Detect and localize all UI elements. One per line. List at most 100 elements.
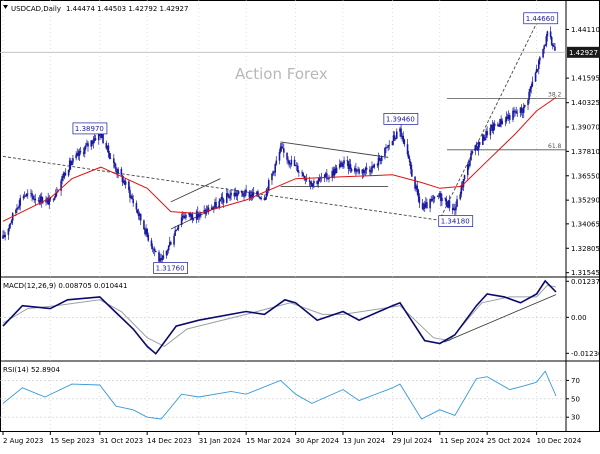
candle-body [274,164,276,173]
candle-body [409,162,412,170]
candle-body [3,235,5,238]
candle-body [287,159,289,161]
candle-body [279,146,282,152]
candle-body [469,160,471,166]
candle-body [100,131,102,138]
candle-body [459,194,462,200]
candle-body [529,88,531,92]
candle-body [32,196,34,200]
candle-body [312,183,314,187]
candle-body [61,176,63,181]
fib-label: 38.2 [548,92,562,99]
candle-body [106,145,109,149]
candle-body [505,116,508,122]
candle-body [478,142,481,145]
candle-body [527,99,529,105]
candle-body [520,107,523,112]
candle-body [440,193,442,202]
candle-body [15,209,17,214]
candle-body [185,214,187,219]
candle-body [363,170,366,173]
candle-body [528,91,530,100]
candle-body [230,192,232,196]
candle-body [180,217,183,226]
candle-body [462,179,465,188]
candle-body [324,173,327,175]
moving-average-line [2,96,557,222]
candle-body [137,213,140,216]
candle-body [373,164,375,168]
candle-body [146,228,148,235]
triangle-upper-line [280,141,389,158]
price-label-box [438,215,474,227]
candle-body [4,234,6,238]
candle-body [97,131,100,141]
current-price-label: 1.42927 [569,49,598,57]
y-tick-label: 1.44110 [571,26,600,34]
candle-body [395,131,398,139]
candle-body [514,111,516,113]
candle-body [207,207,210,212]
candle-body [195,211,198,220]
candle-body [471,150,473,153]
candle-body [115,167,117,172]
candle-body [145,228,147,235]
candle-body [313,180,315,184]
candle-body [357,169,359,171]
candle-body [302,173,304,177]
candle-body [54,193,57,198]
candle-body [482,134,484,145]
candle-body [305,178,308,181]
candle-body [16,207,18,210]
price-label: 1.39460 [386,115,415,123]
candle-body [403,139,406,145]
candle-body [211,207,214,210]
candle-body [244,190,246,197]
candle-body [445,198,448,206]
candle-body [260,198,263,199]
candle-body [429,199,431,209]
candle-body [348,164,351,170]
x-tick-label: 2 Aug 2023 [3,437,43,445]
candle-body [476,147,479,151]
candle-body [350,169,353,172]
candle-body [477,142,480,151]
candle-body [249,194,252,198]
candle-body [406,144,409,155]
candle-body [273,171,275,173]
candle-body [384,147,386,157]
candle-body [500,119,502,125]
candle-body [184,217,186,219]
candle-body [117,168,119,174]
x-tick-label: 10 Dec 2024 [537,437,582,445]
candle-body [401,135,403,137]
candle-body [365,167,368,170]
candle-body [543,45,545,49]
rsi-tick-label: 70 [571,377,580,385]
candle-body [188,212,190,215]
candle-body [512,110,514,120]
candle-body [271,173,273,181]
candle-body [549,31,552,38]
candle-body [24,195,27,197]
candle-body [150,240,153,247]
candle-body [347,161,350,170]
candle-body [228,196,230,199]
candle-body [400,128,402,137]
candle-body [463,175,466,180]
candle-body [289,163,292,165]
candle-body [47,198,49,205]
candle-body [122,180,125,183]
candle-body [242,193,244,196]
candle-body [534,72,537,82]
candle-body [121,175,124,183]
candle-body [71,162,73,166]
candle-body [75,154,77,159]
candle-body [485,131,487,138]
candle-body [190,214,193,217]
candle-body [523,104,526,107]
candle-body [358,169,360,174]
rally-trendline [438,18,540,222]
candle-body [468,164,470,166]
